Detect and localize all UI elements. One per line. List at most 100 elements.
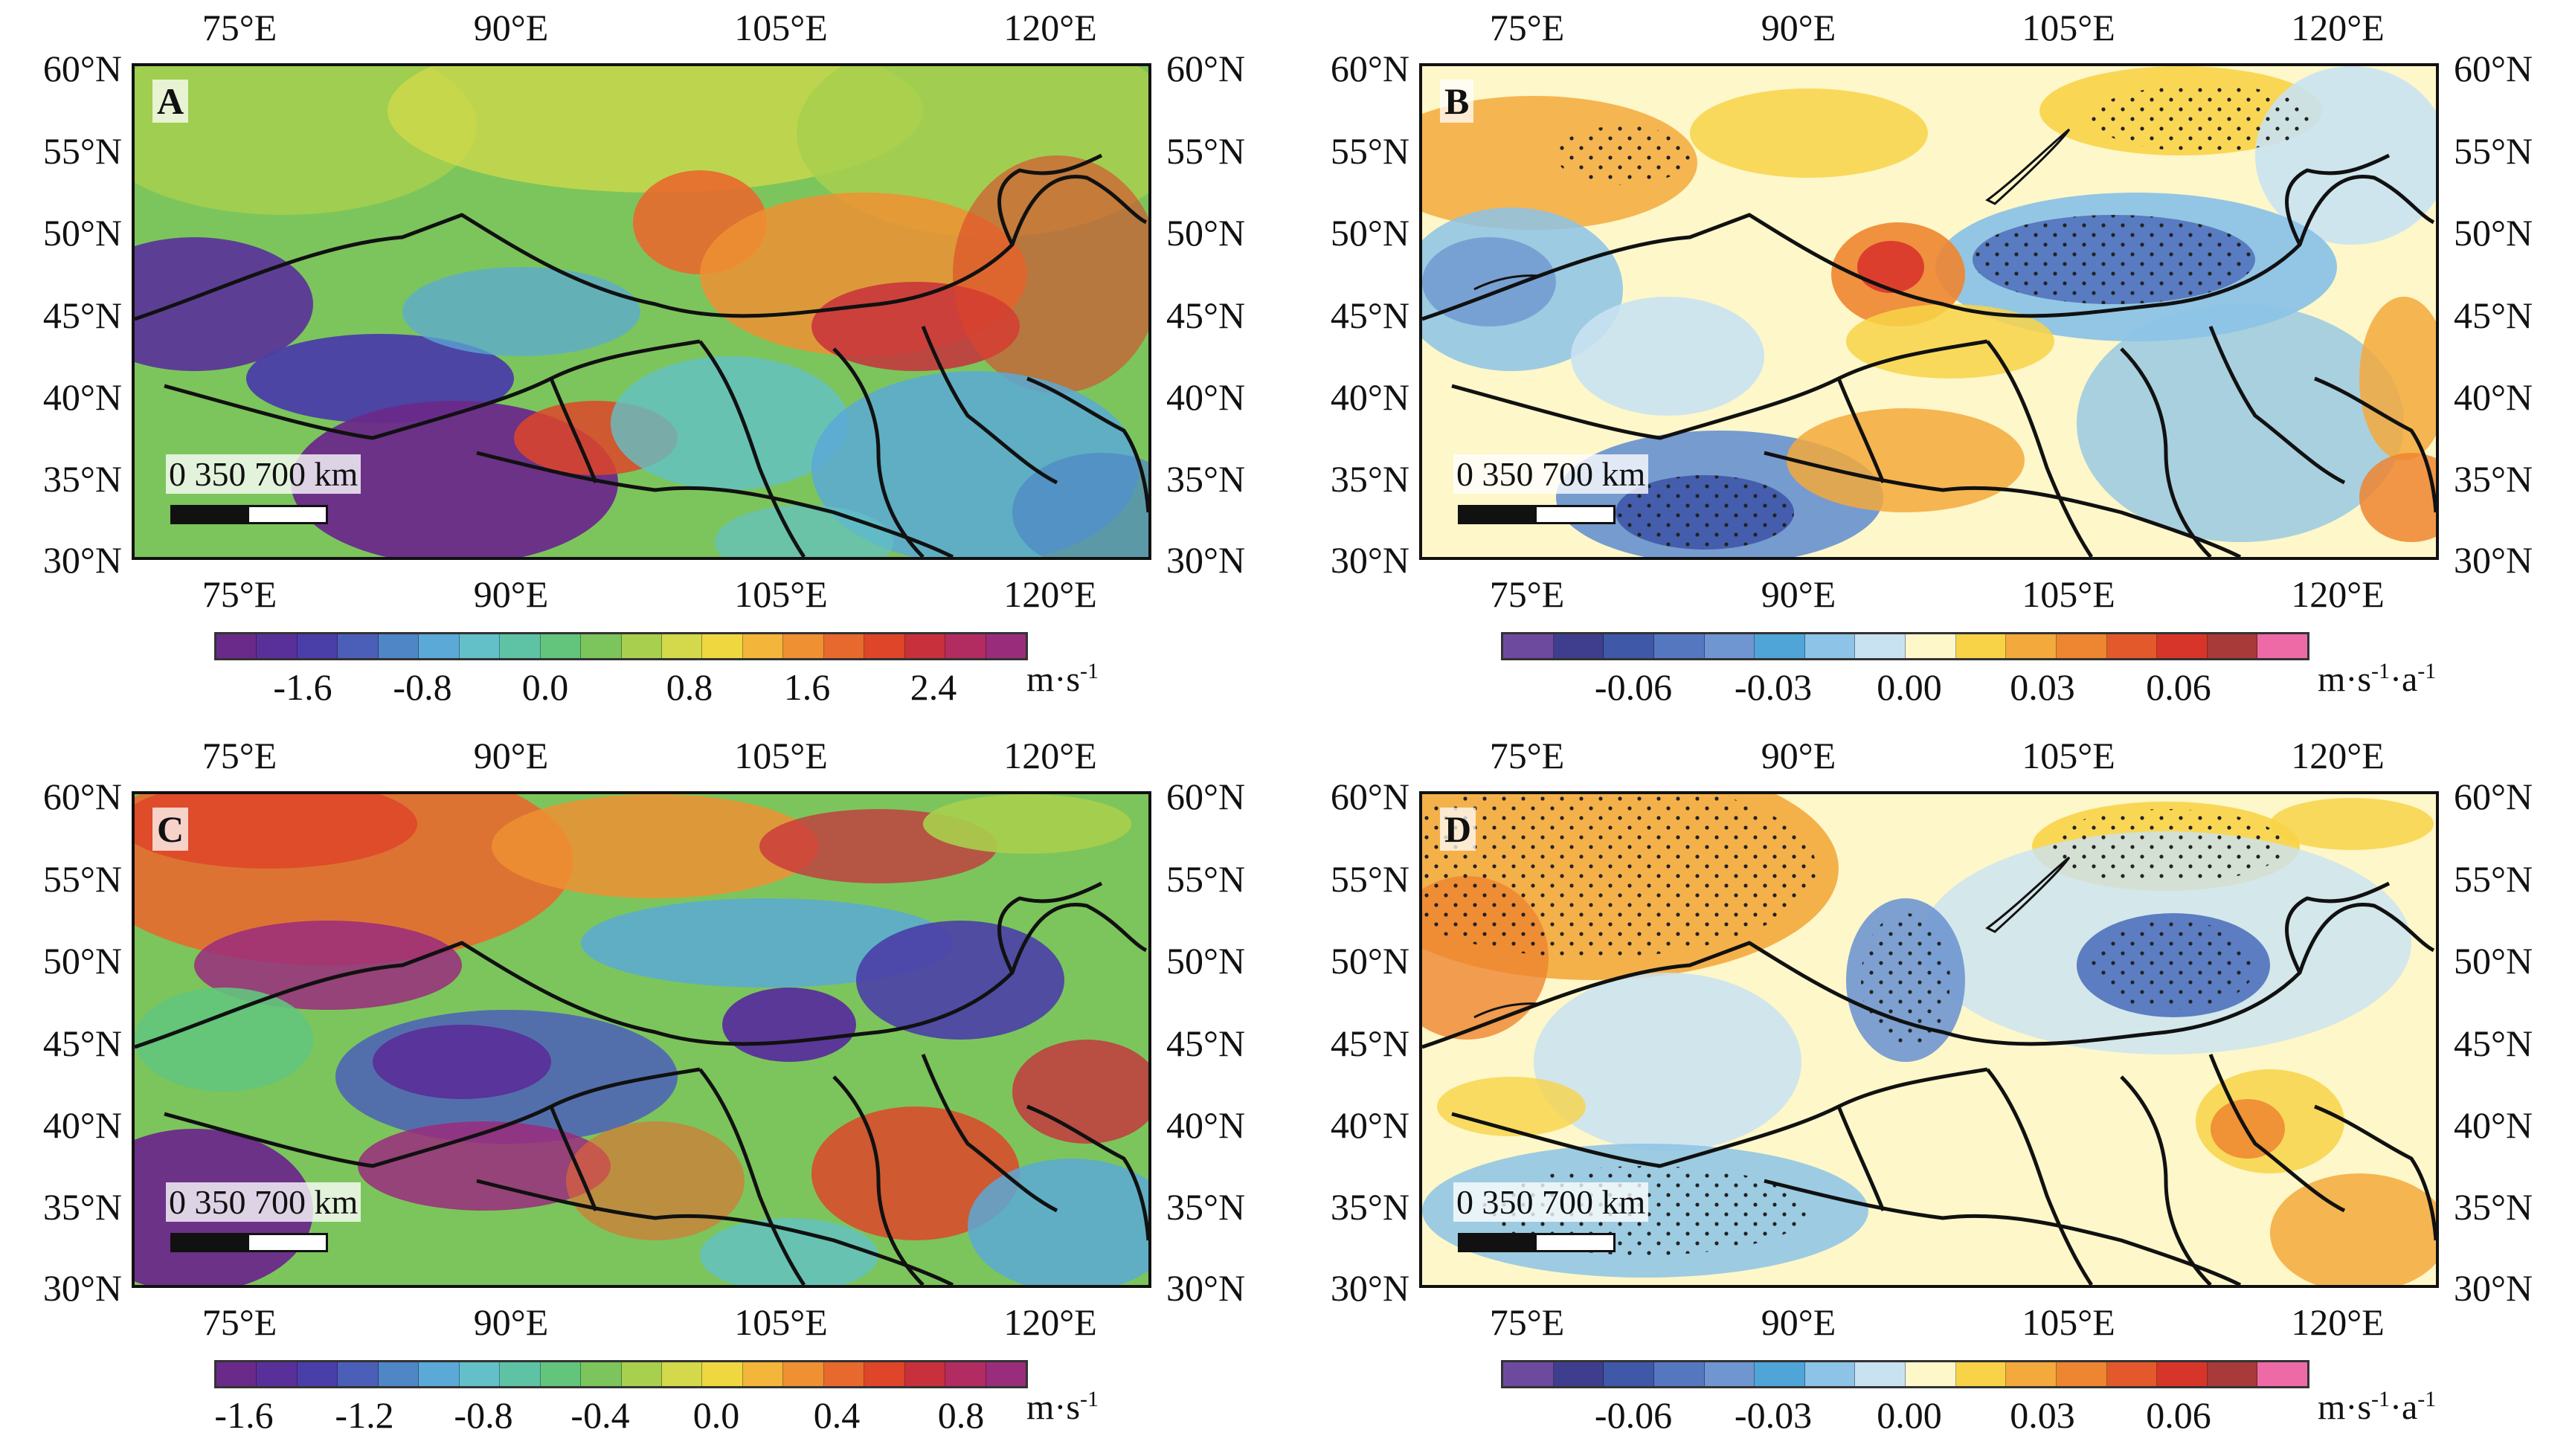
lat-tick: 35°N	[42, 458, 122, 500]
colorbar-tick: 0.0	[521, 666, 569, 708]
lon-tick: 105°E	[2022, 1301, 2115, 1343]
colorbar-swatch	[1755, 634, 1805, 658]
colorbar-unit: m·s-1	[1026, 1387, 1099, 1427]
colorbar-swatch	[661, 1362, 703, 1386]
lon-tick: 120°E	[1003, 735, 1097, 776]
map-frame: D 0 350 700 km	[1419, 791, 2439, 1288]
lat-tick: 55°N	[2454, 858, 2533, 900]
colorbar-swatch	[297, 1362, 338, 1386]
colorbar-tick: 0.03	[2010, 1394, 2075, 1436]
lat-tick: 55°N	[1330, 858, 1409, 900]
colorbar-tick: 0.8	[937, 1394, 985, 1436]
lon-tick: 90°E	[473, 573, 549, 615]
colorbar-swatch	[2257, 634, 2307, 658]
colorbar-swatch	[945, 634, 986, 658]
colorbar-tick: -0.4	[570, 1394, 630, 1436]
colorbar-swatch	[2056, 1362, 2107, 1386]
scale-label: 0 350 700 km	[1453, 1182, 1649, 1222]
colorbar-swatch	[1604, 634, 1654, 658]
lat-tick: 50°N	[2454, 212, 2533, 254]
colorbar-swatch	[2207, 1362, 2258, 1386]
colorbar-swatch	[2006, 1362, 2057, 1386]
colorbar-tick: 2.4	[910, 666, 957, 708]
colorbar-swatch	[540, 1362, 582, 1386]
lon-tick: 90°E	[1761, 1301, 1836, 1343]
lat-tick: 30°N	[42, 1267, 122, 1309]
lon-tick: 75°E	[1489, 735, 1565, 776]
colorbar-swatch	[621, 1362, 662, 1386]
colorbar-swatch	[2006, 634, 2057, 658]
lat-tick: 40°N	[2454, 1104, 2533, 1146]
lat-tick: 55°N	[1330, 130, 1409, 172]
colorbar-swatch	[2106, 1362, 2158, 1386]
colorbar-swatch	[500, 1362, 541, 1386]
lat-tick: 60°N	[1166, 776, 1246, 817]
panel-a: 75°E 90°E 105°E 120°E 60°N 55°N 50°N 45°…	[0, 0, 1288, 728]
panel-d: 75°E 90°E 105°E 120°E 60°N 55°N 50°N 45°…	[1288, 728, 2575, 1456]
colorbar-swatch	[1704, 1362, 1755, 1386]
colorbar-swatch	[823, 1362, 865, 1386]
colorbar-swatch	[2157, 634, 2208, 658]
colorbar-swatch	[621, 634, 662, 658]
lon-tick: 75°E	[202, 735, 277, 776]
scale-label: 0 350 700 km	[1453, 454, 1649, 494]
lat-tick: 45°N	[2454, 294, 2533, 336]
lat-tick: 30°N	[1330, 539, 1409, 581]
lon-tick: 105°E	[734, 1301, 828, 1343]
colorbar-swatch	[1653, 634, 1705, 658]
lon-tick: 90°E	[473, 7, 549, 48]
lat-tick: 30°N	[2454, 539, 2533, 581]
colorbar-swatch	[986, 1362, 1026, 1386]
lon-tick: 120°E	[1003, 7, 1097, 48]
lon-tick: 75°E	[1489, 573, 1565, 615]
lat-tick: 35°N	[1330, 1186, 1409, 1228]
colorbar-swatch	[1553, 1362, 1604, 1386]
colorbar-swatch	[2157, 1362, 2208, 1386]
colorbar-swatch	[459, 634, 501, 658]
lon-tick: 90°E	[473, 1301, 549, 1343]
colorbar-swatch	[945, 1362, 986, 1386]
lon-tick: 120°E	[2291, 573, 2385, 615]
lat-tick: 50°N	[1166, 940, 1246, 982]
colorbar-swatch	[378, 1362, 419, 1386]
colorbar-swatch	[1906, 1362, 1956, 1386]
lon-tick: 90°E	[1761, 735, 1836, 776]
lat-tick: 40°N	[1166, 376, 1246, 418]
lat-tick: 60°N	[1330, 776, 1409, 817]
lat-tick: 50°N	[2454, 940, 2533, 982]
colorbar-swatch	[1604, 1362, 1654, 1386]
colorbar-swatch	[1955, 1362, 2007, 1386]
lat-tick: 40°N	[1330, 376, 1409, 418]
colorbar-swatch	[986, 634, 1026, 658]
lat-tick: 35°N	[1166, 1186, 1246, 1228]
lon-tick: 120°E	[1003, 573, 1097, 615]
colorbar-swatch	[1503, 634, 1554, 658]
lat-tick: 50°N	[1330, 212, 1409, 254]
lat-tick: 50°N	[1330, 940, 1409, 982]
scale-bar	[1458, 505, 1616, 524]
lat-tick: 40°N	[42, 376, 122, 418]
lat-tick: 60°N	[42, 776, 122, 817]
colorbar-tick: -1.2	[335, 1394, 394, 1436]
lat-tick: 50°N	[42, 940, 122, 982]
colorbar-swatch	[2056, 634, 2107, 658]
colorbar-tick: 0.4	[813, 1394, 861, 1436]
colorbar-swatch	[2257, 1362, 2307, 1386]
colorbar-swatch	[904, 634, 946, 658]
lat-tick: 30°N	[1166, 1267, 1246, 1309]
lat-tick: 45°N	[1166, 1022, 1246, 1064]
lon-tick: 120°E	[1003, 1301, 1097, 1343]
lat-tick: 40°N	[1166, 1104, 1246, 1146]
colorbar-swatch	[783, 634, 824, 658]
lat-tick: 45°N	[1330, 294, 1409, 336]
colorbar-swatch	[257, 1362, 298, 1386]
lon-tick: 120°E	[2291, 735, 2385, 776]
lon-tick: 75°E	[202, 7, 277, 48]
colorbar	[1501, 632, 2309, 660]
lat-tick: 45°N	[42, 294, 122, 336]
lon-tick: 105°E	[2022, 7, 2115, 48]
lat-tick: 55°N	[2454, 130, 2533, 172]
lat-tick: 40°N	[1330, 1104, 1409, 1146]
colorbar-swatch	[216, 1362, 257, 1386]
colorbar	[214, 1360, 1028, 1388]
